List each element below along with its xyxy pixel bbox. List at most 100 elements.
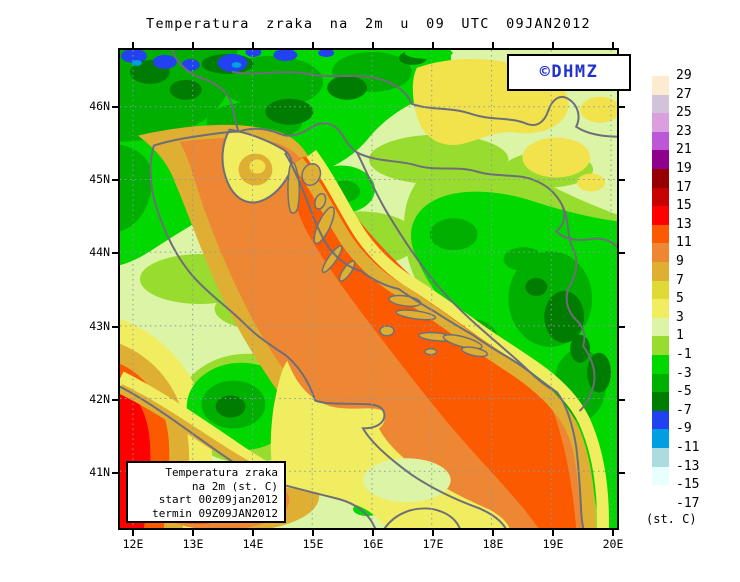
y-axis-label: 41N [89,465,110,479]
x-axis-tick [432,530,434,536]
x-axis-label: 17E [422,537,444,551]
x-axis-tick [252,530,254,536]
x-axis-tick [252,42,254,48]
map-title: Temperatura zraka na 2m u 09 UTC 09JAN20… [146,16,591,32]
y-axis-tick [112,179,118,181]
legend: (st. C) 29 27 25 23 21 19 17 15 13 11 9 7 5 3 1 -1 -3 -5 -… [646,68,732,546]
legend-tick-label: 25 [676,105,692,121]
legend-swatch [652,336,669,356]
legend-tick-label: 27 [676,86,692,102]
y-axis-tick [112,106,118,108]
legend-tick-label: -11 [676,440,700,455]
legend-tick-label: 5 [676,291,684,307]
y-axis-label: 45N [89,172,110,186]
legend-tick-label: -5 [676,384,692,400]
y-axis-tick [112,252,118,254]
info-box: Temperatura zraka na 2m (st. C) start 00… [126,461,286,523]
legend-tick-label: 29 [676,68,692,83]
x-axis-tick [192,530,194,536]
legend-tick-label: 3 [676,309,684,325]
x-axis-tick [132,530,134,536]
x-axis-tick [192,42,194,48]
legend-tick-label: 11 [676,235,692,251]
info-line: start 00z09jan2012 [158,493,278,506]
y-axis-label: 46N [89,99,110,113]
x-axis-label: 13E [182,537,204,551]
legend-tick-label: 13 [676,216,692,232]
legend-tick-label: -17 [676,495,700,511]
x-axis-label: 12E [122,537,144,551]
legend-swatch [652,113,669,133]
info-line: termin 09Z09JAN2012 [152,506,278,520]
graticule [120,50,617,528]
y-axis-tick [619,179,625,181]
y-axis-tick [619,472,625,474]
legend-tick-label: 15 [676,198,692,214]
legend-swatch [652,131,669,151]
legend-tick-label: -15 [676,477,700,493]
x-axis-tick [372,530,374,536]
y-axis-label: 42N [89,392,110,406]
legend-swatch [652,299,669,319]
x-axis-tick [132,42,134,48]
x-axis-tick [492,42,494,48]
x-axis-tick [372,42,374,48]
legend-swatch [652,150,669,170]
x-axis-label: 19E [542,537,564,551]
y-axis-label: 44N [89,245,110,259]
x-axis-tick [552,530,554,536]
y-axis-tick [619,326,625,328]
y-axis-tick [112,326,118,328]
legend-tick-label: -7 [676,402,692,418]
country-borders [170,50,617,412]
legend-swatch [652,187,669,207]
legend-swatch [652,224,669,244]
info-line: Temperatura zraka [165,466,278,479]
legend-swatch [652,448,669,467]
legend-swatch [652,485,669,505]
legend-swatch [652,94,669,114]
legend-swatch [652,76,669,95]
map-frame [118,48,619,530]
legend-swatch [652,262,669,281]
legend-tick-label: 19 [676,161,692,176]
y-axis-tick [619,252,625,254]
x-axis-tick [432,42,434,48]
legend-tick-label: 7 [676,272,684,288]
legend-swatch [652,410,669,430]
legend-tick-label: -9 [676,421,692,437]
legend-swatch [652,243,669,263]
legend-swatch [652,317,669,337]
legend-swatch [652,280,669,300]
legend-tick-label: 9 [676,254,684,269]
x-axis-tick [612,530,614,536]
land-istria [221,128,293,204]
x-axis-label: 15E [302,537,324,551]
legend-swatch [652,373,669,393]
y-axis-tick [619,399,625,401]
legend-tick-label: 17 [676,179,692,195]
legend-tick-label: 21 [676,142,692,158]
x-axis-tick [312,530,314,536]
watermark-label: ©DHMZ [539,62,599,82]
x-axis-label: 14E [242,537,264,551]
land-puglia [270,360,510,528]
legend-unit-label: (st. C) [646,512,697,526]
y-axis-tick [112,472,118,474]
legend-tick-label: 1 [676,328,684,344]
legend-swatch [652,466,669,486]
map-svg [120,50,617,528]
legend-swatch [652,355,669,374]
legend-swatch [652,206,669,226]
x-axis-tick [312,42,314,48]
info-line: na 2m (st. C) [191,479,278,493]
x-axis-tick [492,530,494,536]
x-axis-tick [552,42,554,48]
y-axis-label: 43N [89,319,110,333]
legend-swatch [652,169,669,188]
coast-gradient-east [292,150,610,528]
legend-tick-label: -1 [676,347,692,362]
x-axis-label: 16E [362,537,384,551]
legend-swatch [652,429,669,449]
